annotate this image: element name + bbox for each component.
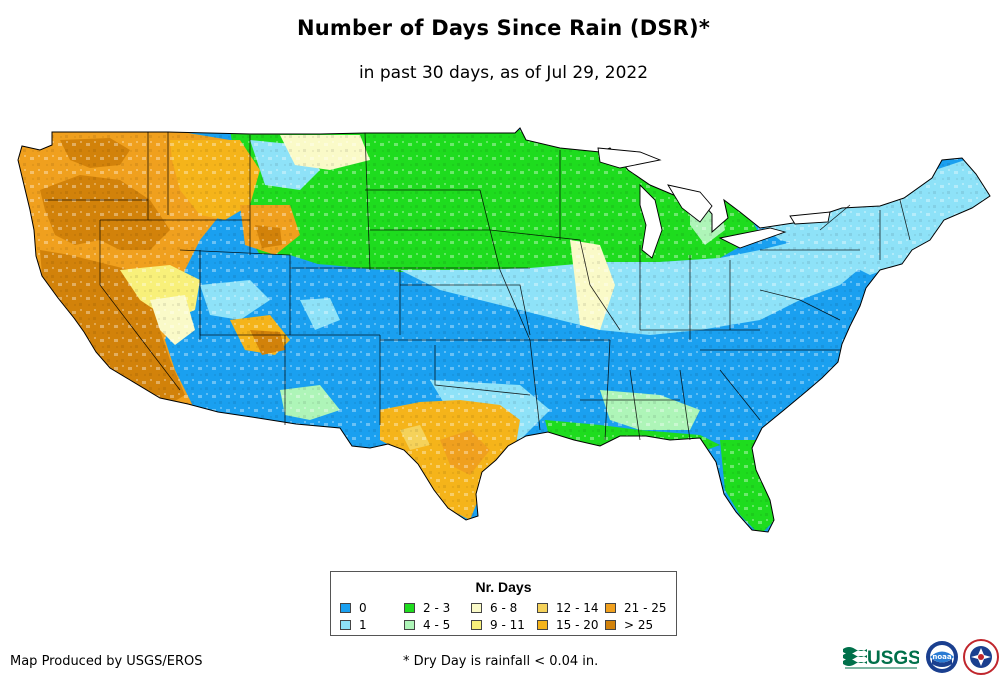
legend-swatch — [605, 620, 616, 630]
legend-item-5: 9 - 11 — [471, 619, 525, 632]
nws-emblem-icon — [963, 639, 999, 675]
dry-day-footnote: * Dry Day is rainfall < 0.04 in. — [403, 654, 599, 669]
legend-swatch — [537, 603, 548, 613]
legend-label: 2 - 3 — [423, 601, 451, 615]
map-title: Number of Days Since Rain (DSR)* — [296, 16, 711, 40]
legend-item-1: 1 — [340, 619, 367, 632]
great-lakes — [597, 147, 831, 259]
legend-item-7: 15 - 20 — [537, 619, 599, 632]
legend-label: 0 — [359, 601, 367, 615]
legend-label: 9 - 11 — [490, 618, 525, 632]
legend-label: 6 - 8 — [490, 601, 518, 615]
usgs-logo: USGS — [843, 647, 919, 669]
legend-item-2: 2 - 3 — [404, 602, 450, 615]
legend-swatch — [471, 620, 482, 630]
legend-swatch — [340, 620, 351, 630]
legend-item-3: 4 - 5 — [404, 619, 450, 632]
legend-label: 4 - 5 — [423, 618, 451, 632]
map-subtitle: in past 30 days, as of Jul 29, 2022 — [358, 63, 649, 83]
legend-label: 21 - 25 — [624, 601, 667, 615]
state-borders — [45, 132, 911, 441]
legend-item-8: 21 - 25 — [605, 602, 667, 615]
legend-label: 12 - 14 — [556, 601, 599, 615]
dsr-raster — [18, 128, 990, 532]
legend-label: 1 — [359, 618, 367, 632]
noaa-logo: noaa — [926, 641, 958, 673]
usgs-logo-text: USGS — [867, 648, 919, 669]
map-credit: Map Produced by USGS/EROS — [10, 654, 203, 669]
legend-item-9: > 25 — [605, 619, 653, 632]
legend-swatch — [537, 620, 548, 630]
legend-swatch — [404, 603, 415, 613]
legend-item-4: 6 - 8 — [471, 602, 517, 615]
legend-label: > 25 — [624, 618, 654, 632]
legend-swatch — [605, 603, 616, 613]
legend-label: 15 - 20 — [556, 618, 599, 632]
legend-swatch — [340, 603, 351, 613]
noaa-logo-text: noaa — [932, 653, 952, 661]
legend-item-0: 0 — [340, 602, 367, 615]
legend-swatch — [471, 603, 482, 613]
legend-title: Nr. Days — [475, 579, 532, 595]
legend-item-6: 12 - 14 — [537, 602, 599, 615]
legend-swatch — [404, 620, 415, 630]
legend: Nr. Days 0 1 2 - 3 4 - 5 6 - 8 9 - 11 12… — [330, 571, 677, 636]
